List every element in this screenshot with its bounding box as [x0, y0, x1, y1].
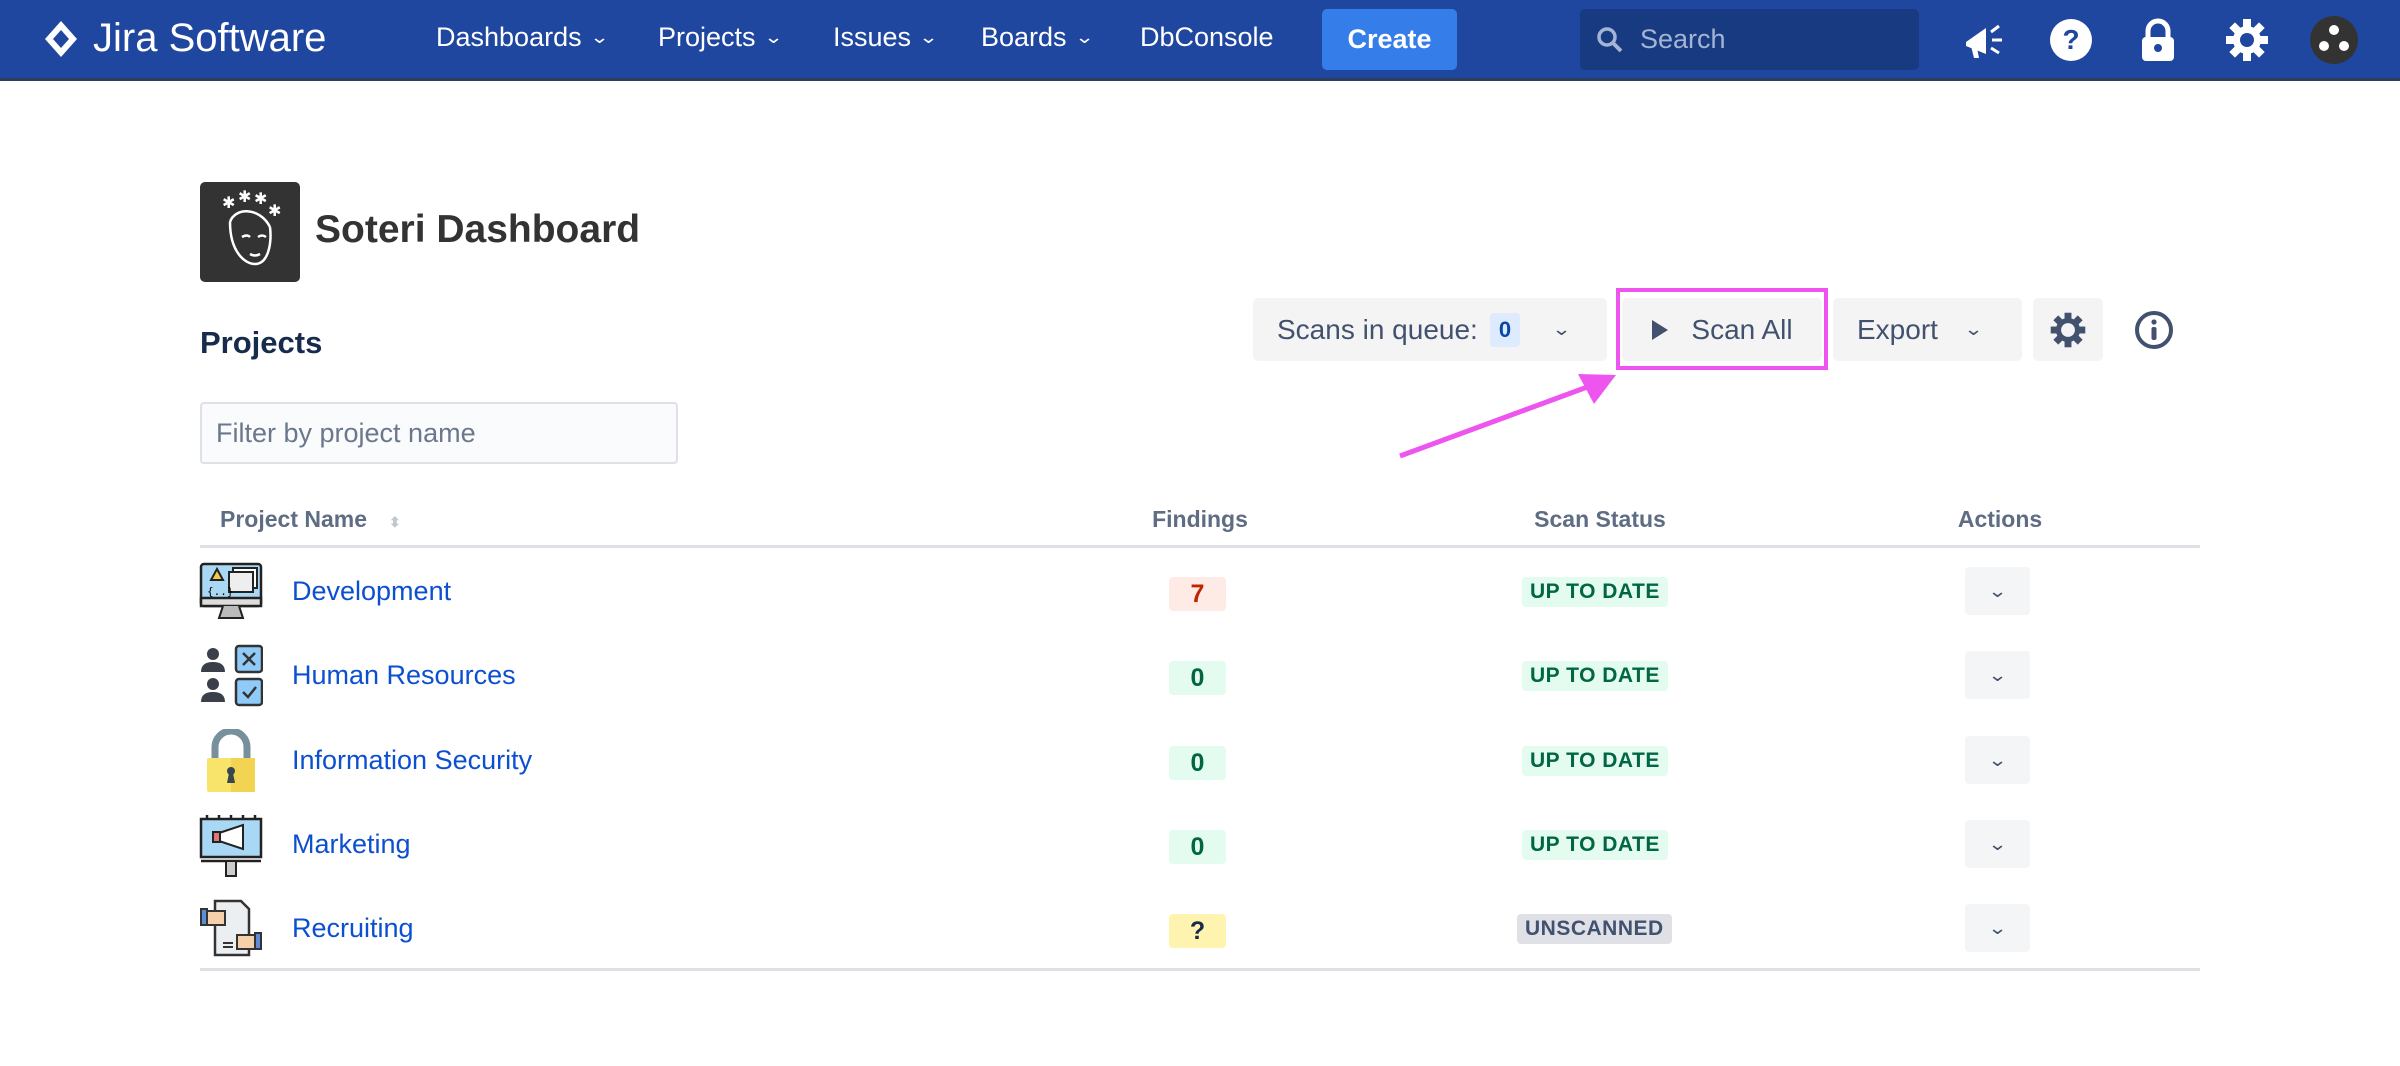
chevron-down-icon: ⌄ — [1074, 27, 1094, 47]
nav-projects[interactable]: Projects ⌄ — [658, 22, 783, 53]
page-title: Soteri Dashboard — [315, 208, 641, 251]
row-actions-button[interactable]: ⌄ — [1965, 736, 2030, 784]
megaphone-icon[interactable] — [1958, 14, 2010, 66]
filter-placeholder: Filter by project name — [216, 417, 476, 448]
export-label: Export — [1857, 313, 1938, 345]
chevron-down-icon: ⌄ — [1987, 833, 2008, 854]
row-actions-button[interactable]: ⌄ — [1965, 651, 2030, 699]
nav-label: DbConsole — [1140, 22, 1274, 52]
row-actions-button[interactable]: ⌄ — [1965, 904, 2030, 952]
table-header-divider — [200, 545, 2200, 548]
handshake-document-icon — [199, 897, 263, 961]
scan-status-badge: UNSCANNED — [1517, 914, 1672, 944]
svg-text:{..}: {..} — [207, 585, 234, 598]
scan-status-badge: UP TO DATE — [1522, 661, 1668, 691]
svg-text:✱: ✱ — [268, 201, 281, 220]
highlight-box — [1616, 288, 1828, 370]
table-bottom-divider — [200, 968, 2200, 971]
export-dropdown[interactable]: Export ⌄ — [1833, 298, 2022, 361]
header-label: Project Name — [220, 506, 368, 532]
chevron-down-icon: ⌄ — [1987, 749, 2008, 770]
help-icon[interactable]: ? — [2045, 14, 2097, 66]
findings-badge: 7 — [1169, 577, 1226, 611]
people-checklist-icon — [199, 644, 264, 708]
scans-in-queue-label: Scans in queue: — [1277, 313, 1478, 345]
project-link[interactable]: Information Security — [292, 745, 533, 775]
sort-icon[interactable]: ⬍ — [389, 514, 401, 530]
table-row: {..} Development 7 UP TO DATE ⌄ — [199, 550, 2200, 634]
scan-all-button[interactable]: Scan All — [1622, 298, 1822, 361]
lock-icon[interactable] — [2132, 14, 2184, 66]
scan-status-badge: UP TO DATE — [1522, 746, 1668, 776]
gear-icon — [2050, 312, 2086, 347]
scans-in-queue-dropdown[interactable]: Scans in queue: 0 ⌄ — [1253, 298, 1607, 361]
billboard-megaphone-icon — [199, 813, 263, 877]
search-icon — [1597, 26, 1623, 52]
table-row: Human Resources 0 UP TO DATE ⌄ — [200, 634, 2200, 718]
nav-label: Projects — [658, 22, 756, 52]
gear-icon[interactable] — [2221, 14, 2273, 66]
chevron-down-icon: ⌄ — [1551, 319, 1572, 339]
soteri-logo: ✱ ✱ ✱ ✱ — [200, 182, 300, 282]
project-link[interactable]: Marketing — [292, 829, 411, 859]
top-nav-bar: Jira Software Dashboards ⌄ Projects ⌄ Issu… — [0, 0, 2400, 81]
table-row: Marketing 0 UP TO DATE ⌄ — [199, 803, 2200, 887]
svg-text:✱: ✱ — [222, 193, 235, 212]
project-link[interactable]: Human Resources — [292, 660, 516, 690]
findings-badge: 0 — [1169, 830, 1226, 864]
filter-input[interactable]: Filter by project name — [200, 402, 678, 464]
nav-label: Dashboards — [436, 22, 582, 52]
play-icon — [1652, 319, 1669, 340]
search-input[interactable]: Search — [1580, 9, 1919, 70]
chevron-down-icon: ⌄ — [763, 27, 783, 47]
developer-monitor-icon: {..} — [199, 560, 263, 624]
column-header-actions: Actions — [1957, 506, 2043, 532]
chevron-down-icon: ⌄ — [918, 27, 939, 47]
column-header-project-name[interactable]: Project Name ⬍ — [220, 506, 401, 533]
svg-text:✱: ✱ — [254, 189, 267, 208]
queue-count-badge: 0 — [1489, 312, 1521, 347]
column-header-findings: Findings — [1152, 506, 1248, 532]
chevron-down-icon: ⌄ — [1963, 319, 1984, 339]
nav-boards[interactable]: Boards ⌄ — [981, 22, 1094, 53]
jira-logo[interactable]: Jira Software — [41, 16, 326, 61]
search-placeholder: Search — [1640, 24, 1726, 54]
nav-label: Issues — [833, 22, 912, 52]
row-actions-button[interactable]: ⌄ — [1965, 820, 2030, 868]
project-link[interactable]: Development — [292, 576, 452, 606]
svg-text:?: ? — [2062, 24, 2079, 55]
nav-label: Boards — [981, 22, 1067, 52]
table-row: Recruiting ? UNSCANNED ⌄ — [200, 887, 2200, 971]
nav-issues[interactable]: Issues ⌄ — [833, 22, 939, 53]
avatar[interactable] — [2308, 14, 2360, 66]
chevron-down-icon: ⌄ — [1987, 580, 2008, 601]
chevron-down-icon: ⌄ — [1987, 917, 2008, 938]
scan-status-badge: UP TO DATE — [1522, 830, 1668, 860]
nav-dashboards[interactable]: Dashboards ⌄ — [436, 22, 609, 53]
info-icon[interactable] — [2134, 310, 2174, 355]
row-actions-button[interactable]: ⌄ — [1965, 567, 2030, 615]
findings-badge: ? — [1169, 914, 1226, 948]
findings-badge: 0 — [1169, 661, 1226, 695]
app-name: Jira Software — [93, 16, 327, 60]
create-button[interactable]: Create — [1322, 9, 1457, 70]
findings-badge: 0 — [1169, 746, 1226, 780]
chevron-down-icon: ⌄ — [1987, 664, 2008, 685]
project-link[interactable]: Recruiting — [292, 913, 414, 943]
scan-all-label: Scan All — [1691, 313, 1793, 345]
chevron-down-icon: ⌄ — [589, 27, 609, 47]
table-row: Information Security 0 UP TO DATE ⌄ — [200, 719, 2200, 803]
annotation-arrow — [1399, 374, 1616, 459]
nav-dbconsole[interactable]: DbConsole — [1140, 22, 1274, 53]
padlock-icon — [199, 727, 263, 793]
column-header-scan-status: Scan Status — [1534, 506, 1666, 532]
section-title: Projects — [200, 325, 323, 360]
jira-diamond-icon — [45, 20, 77, 57]
settings-button[interactable] — [2033, 298, 2103, 361]
svg-text:✱: ✱ — [238, 187, 251, 206]
scan-status-badge: UP TO DATE — [1522, 577, 1668, 607]
